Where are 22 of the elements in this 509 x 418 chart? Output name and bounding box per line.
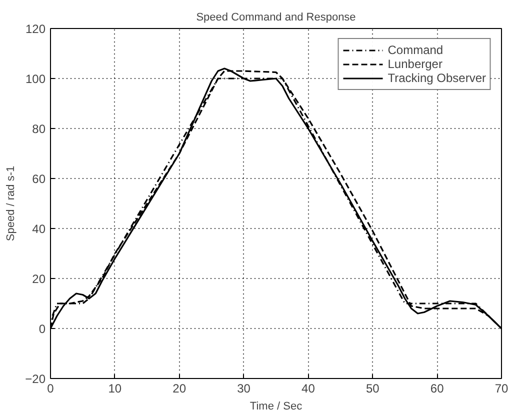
x-axis-title: Time / Sec bbox=[250, 400, 303, 412]
legend-label: Lunberger bbox=[388, 57, 442, 71]
y-tick-label: 60 bbox=[32, 172, 46, 186]
x-tick-label: 0 bbox=[47, 382, 54, 396]
y-tick-label: 20 bbox=[32, 272, 46, 286]
x-tick-label: 10 bbox=[108, 382, 122, 396]
y-tick-label: 80 bbox=[32, 122, 46, 136]
x-tick-label: 30 bbox=[237, 382, 251, 396]
x-tick-label: 20 bbox=[172, 382, 186, 396]
x-tick-label: 50 bbox=[366, 382, 380, 396]
y-tick-label: 120 bbox=[25, 22, 46, 36]
x-tick-label: 40 bbox=[302, 382, 316, 396]
y-tick-label: 40 bbox=[32, 222, 46, 236]
x-tick-label: 70 bbox=[494, 382, 508, 396]
y-axis-title: Speed / rad s-1 bbox=[5, 166, 18, 242]
y-tick-label: 0 bbox=[38, 322, 46, 336]
legend-label: Command bbox=[388, 43, 444, 57]
y-tick-label: 100 bbox=[25, 72, 46, 86]
y-tick-label: −20 bbox=[25, 372, 46, 386]
chart-title: Speed Command and Response bbox=[196, 12, 356, 24]
x-tick-label: 60 bbox=[430, 382, 444, 396]
legend-label: Tracking Observer bbox=[388, 71, 486, 85]
